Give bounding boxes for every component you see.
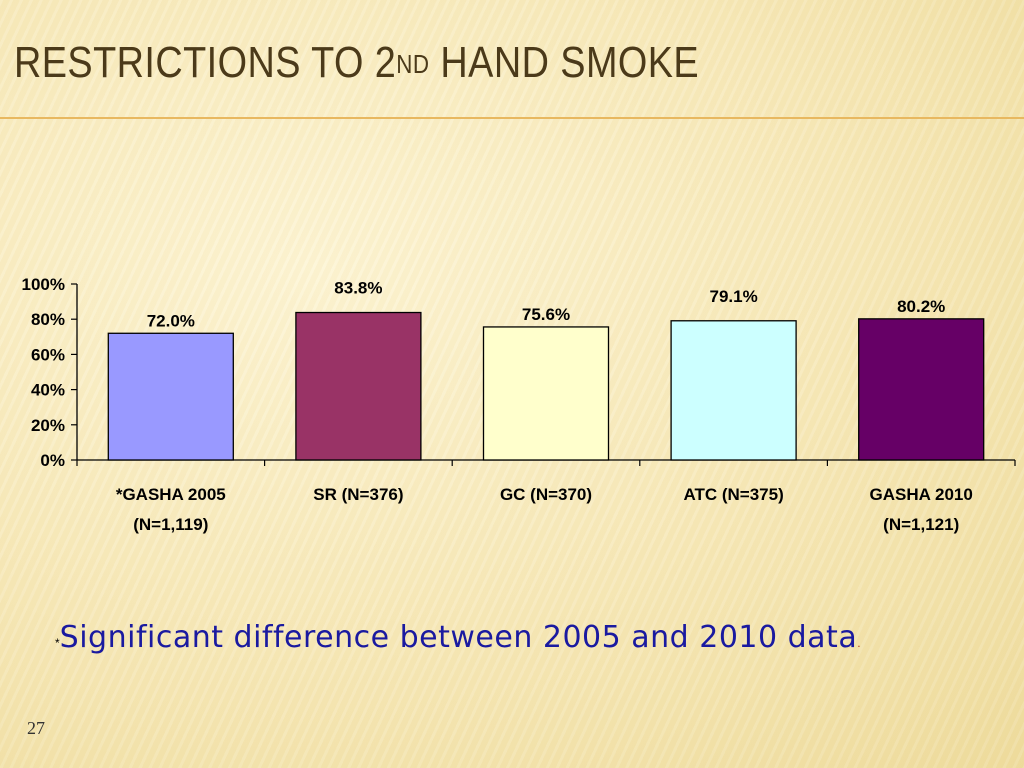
x-category-label: GC (N=370): [500, 485, 592, 504]
slide-number: 27: [27, 718, 45, 738]
bar-value-label: 80.2%: [897, 297, 945, 316]
bar-value-label: 72.0%: [147, 311, 195, 330]
y-tick-label: 60%: [31, 345, 65, 364]
bar-value-label: 83.8%: [334, 279, 382, 298]
bar: [670, 320, 797, 461]
bar: [482, 326, 610, 461]
footnote-period: .: [857, 636, 861, 650]
bar: [295, 311, 422, 461]
footnote: *Significant difference between 2005 and…: [55, 620, 861, 655]
x-category-label: (N=1,119): [133, 515, 208, 534]
title-text: RESTRICTIONS TO 2: [14, 38, 397, 87]
bar-value-label: 75.6%: [522, 305, 570, 324]
y-tick-label: 20%: [31, 416, 65, 435]
bar-chart: 0% 20% 40% 60% 80% 100% 72.0% *GASHA 2005 (N=1,1…: [0, 260, 1024, 560]
x-category-label: ATC (N=375): [683, 485, 783, 504]
y-tick-label: 80%: [31, 310, 65, 329]
footnote-text: Significant difference between 2005 and …: [59, 620, 858, 655]
bar-value-label: 79.1%: [709, 287, 757, 306]
title-text-end: HAND SMOKE: [429, 38, 700, 87]
x-category-label: (N=1,121): [883, 515, 959, 534]
x-category-label: SR (N=376): [313, 485, 403, 504]
bar: [107, 332, 234, 461]
footnote-asterisk: *: [55, 635, 60, 650]
title-superscript: ND: [396, 49, 430, 79]
y-tick-label: 40%: [31, 381, 65, 400]
slide-title: RESTRICTIONS TO 2ND HAND SMOKE: [14, 38, 699, 88]
bar-chart-svg: 0% 20% 40% 60% 80% 100% 72.0% *GASHA 2005 (N=1,1…: [22, 275, 1016, 534]
title-divider: [0, 117, 1024, 119]
y-tick-label: 100%: [22, 275, 65, 294]
x-category-label: GASHA 2010: [870, 485, 973, 504]
x-category-label: *GASHA 2005: [116, 485, 226, 504]
y-tick-label: 0%: [40, 451, 65, 470]
bar: [858, 318, 985, 461]
